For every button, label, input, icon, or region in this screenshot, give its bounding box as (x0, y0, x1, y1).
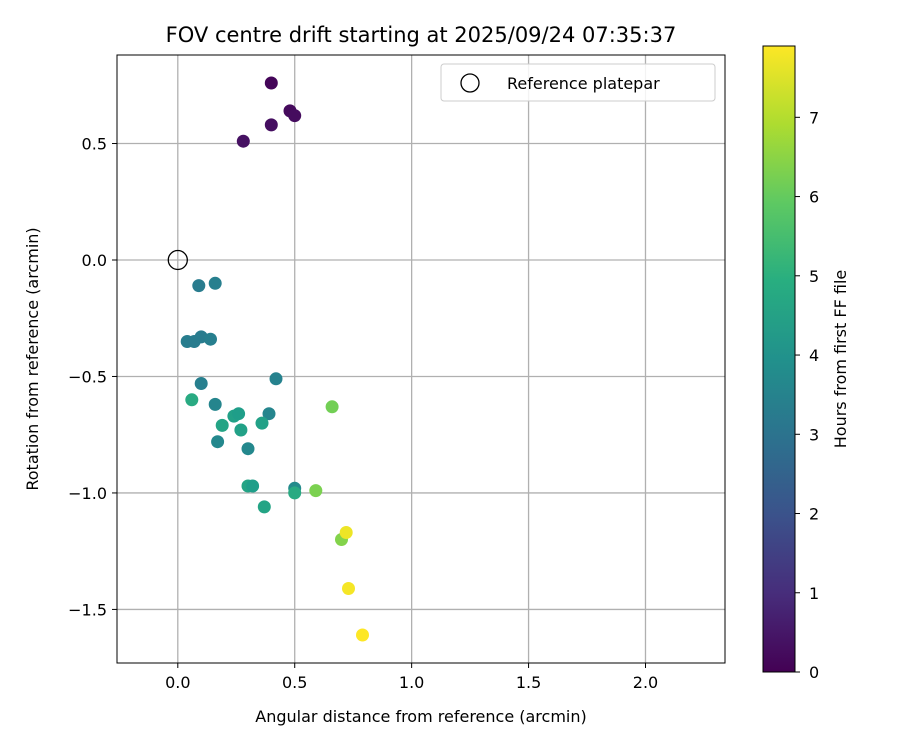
data-point (309, 484, 323, 498)
y-tick-label: −1.0 (68, 484, 107, 503)
colorbar-tick-label: 1 (809, 584, 819, 603)
data-point (204, 332, 217, 346)
y-tick-label: −1.5 (68, 600, 107, 619)
data-point (356, 628, 369, 642)
data-point (325, 400, 339, 414)
data-points (180, 76, 369, 642)
data-point (342, 582, 355, 595)
x-tick-label: 0.5 (282, 673, 307, 692)
data-point (264, 118, 278, 132)
data-point (185, 393, 199, 407)
data-point (208, 276, 222, 290)
colorbar-tick-label: 3 (809, 425, 819, 444)
colorbar-ticks: 0 1 2 3 4 5 6 7 (795, 108, 819, 682)
data-point (269, 372, 283, 386)
data-point (232, 407, 246, 421)
data-point (264, 76, 278, 90)
data-point (236, 134, 250, 148)
colorbar-tick-label: 6 (809, 188, 819, 207)
legend-box (440, 63, 716, 102)
colorbar-tick-label: 2 (809, 505, 819, 524)
reference-marker-group (167, 249, 188, 271)
y-tick-label: −0.5 (68, 367, 107, 386)
data-point (241, 442, 255, 456)
chart-title: FOV centre drift starting at 2025/09/24 … (166, 23, 677, 47)
plot-frame (116, 54, 726, 664)
x-axis-label: Angular distance from reference (arcmin) (255, 707, 586, 726)
legend-reference-label: Reference platepar (507, 74, 660, 93)
colorbar-gradient (762, 45, 796, 673)
data-point (255, 416, 269, 430)
y-axis-label: Rotation from reference (arcmin) (23, 227, 42, 490)
colorbar-label: Hours from first FF file (831, 270, 850, 449)
data-point (211, 435, 225, 449)
legend-reference-marker (460, 73, 480, 93)
legend: Reference platepar (440, 63, 716, 102)
colorbar-tick-label: 5 (809, 267, 819, 286)
data-point (339, 526, 353, 539)
grid-lines (117, 55, 725, 663)
x-tick-label: 0.0 (165, 673, 190, 692)
data-point (194, 377, 208, 390)
data-point (192, 279, 206, 293)
data-point (208, 397, 222, 411)
data-point (246, 479, 260, 493)
y-axis-ticks: −1.5 −1.0 −0.5 0.0 0.5 (68, 135, 117, 619)
data-point (288, 109, 302, 123)
y-tick-label: 0.0 (82, 251, 107, 270)
data-point (234, 423, 248, 437)
x-tick-label: 1.5 (516, 673, 541, 692)
colorbar: 0 1 2 3 4 5 6 7 Hours from first FF file (762, 45, 850, 682)
x-axis-ticks: 0.0 0.5 1.0 1.5 2.0 (165, 663, 658, 692)
data-point (215, 418, 229, 432)
x-tick-label: 1.0 (399, 673, 424, 692)
x-tick-label: 2.0 (633, 673, 658, 692)
y-tick-label: 0.5 (82, 135, 107, 154)
data-point (262, 407, 276, 421)
data-point (288, 486, 302, 500)
colorbar-tick-label: 7 (809, 108, 819, 127)
colorbar-tick-label: 0 (809, 663, 819, 682)
data-point (257, 500, 271, 514)
colorbar-tick-label: 4 (809, 346, 819, 365)
reference-marker (167, 249, 188, 271)
